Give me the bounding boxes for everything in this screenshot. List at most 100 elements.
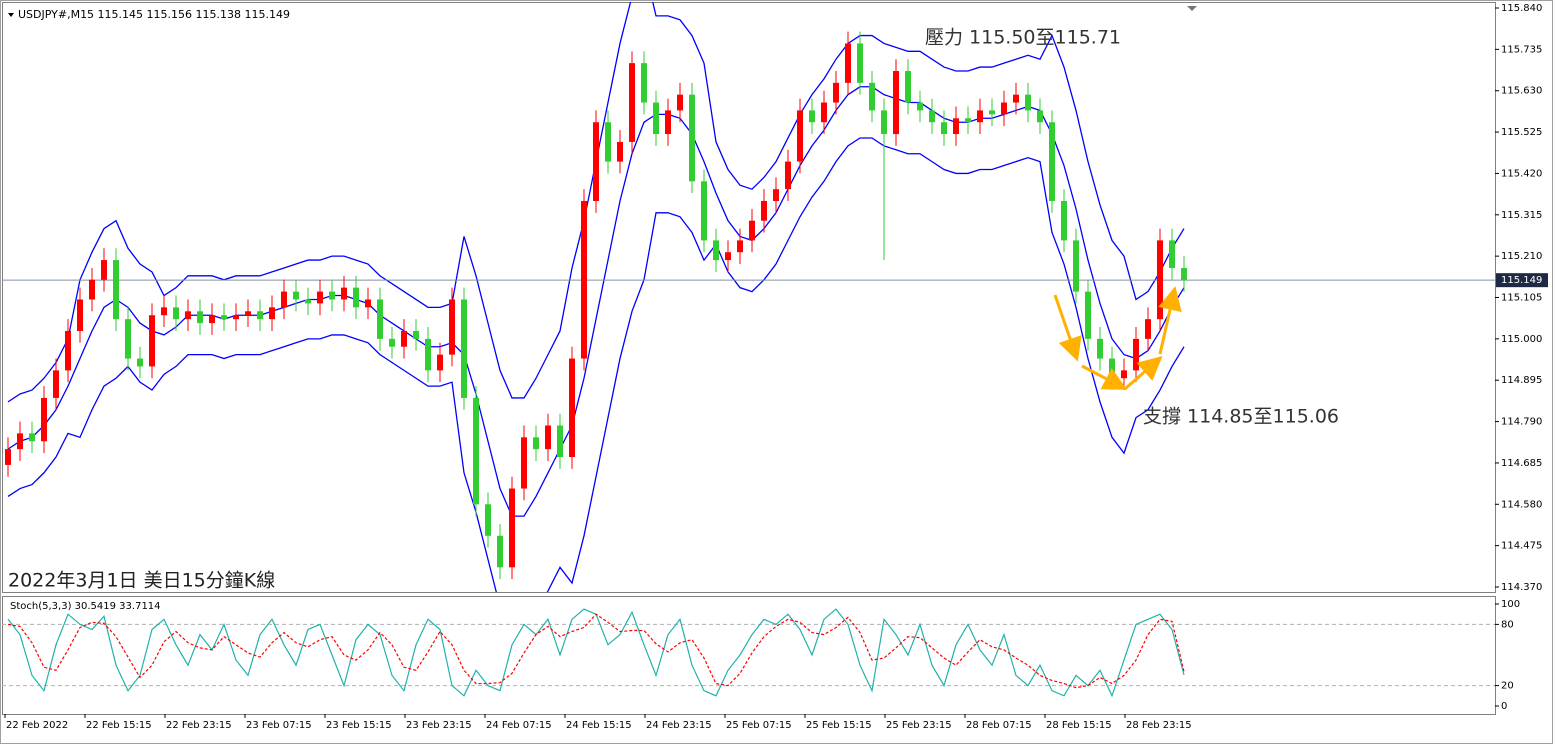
candle-body xyxy=(581,201,587,359)
candle-body xyxy=(137,358,143,367)
x-tick-label: 28 Feb 07:15 xyxy=(966,720,1032,731)
stoch-panel xyxy=(2,596,1496,715)
candle-body xyxy=(629,63,635,142)
x-tick-label: 24 Feb 15:15 xyxy=(566,720,632,731)
candle-body xyxy=(605,122,611,162)
candle-body xyxy=(845,43,851,83)
candle-body xyxy=(1061,201,1067,241)
candle-body xyxy=(173,307,179,320)
x-tick-label: 23 Feb 23:15 xyxy=(406,720,472,731)
candle-body xyxy=(725,252,731,261)
header: USDJPY#,M15 115.145 115.156 115.138 115.… xyxy=(18,8,290,21)
y-tick-label: 114.475 xyxy=(1501,541,1542,552)
candle-body xyxy=(1001,102,1007,115)
candle-body xyxy=(869,82,875,111)
candle-body xyxy=(245,311,251,316)
candle-body xyxy=(1121,370,1127,379)
y-tick-label: 115.735 xyxy=(1501,44,1542,55)
x-tick-label: 22 Feb 23:15 xyxy=(166,720,232,731)
candle-body xyxy=(65,330,71,371)
candle-body xyxy=(521,437,527,489)
arrow xyxy=(1081,364,1128,390)
candle-body xyxy=(329,291,335,300)
candle-body xyxy=(305,299,311,304)
candle-body xyxy=(77,299,83,331)
candle-body xyxy=(785,161,791,190)
x-tick-label: 25 Feb 15:15 xyxy=(806,720,872,731)
y-tick-label: 114.580 xyxy=(1501,499,1542,510)
candle-body xyxy=(1073,240,1079,292)
candle-body xyxy=(389,338,395,347)
x-tick-label: 24 Feb 23:15 xyxy=(646,720,712,731)
candle-body xyxy=(209,315,215,324)
candle-body xyxy=(221,315,227,320)
stoch-header: Stoch(5,3,3) 30.5419 33.7114 xyxy=(10,601,161,612)
y-tick-label: 80 xyxy=(1501,619,1514,630)
candle-body xyxy=(377,299,383,339)
candle-body xyxy=(677,94,683,111)
candle-body xyxy=(953,118,959,135)
candle-body xyxy=(293,291,299,300)
candle-body xyxy=(881,110,887,135)
arrow xyxy=(1125,356,1163,390)
candle-body xyxy=(857,43,863,83)
candle-body xyxy=(569,358,575,458)
candle-body xyxy=(809,110,815,123)
candle-body xyxy=(1013,94,1019,103)
candle-body xyxy=(557,425,563,458)
candle-body xyxy=(617,141,623,162)
candle-body xyxy=(125,319,131,359)
candle-body xyxy=(185,311,191,320)
candle-body xyxy=(413,330,419,339)
candle-body xyxy=(761,201,767,221)
candle-body xyxy=(113,260,119,320)
y-tick-label: 0 xyxy=(1501,701,1507,712)
menu-arrow xyxy=(8,13,14,17)
candle-body xyxy=(1169,240,1175,268)
candle-body xyxy=(149,315,155,367)
candle-body xyxy=(1133,338,1139,371)
candle-body xyxy=(1181,267,1187,281)
candle-body xyxy=(821,102,827,123)
candle-body xyxy=(101,260,107,280)
candle-body xyxy=(893,71,899,135)
candle-body xyxy=(281,291,287,308)
candle-body xyxy=(41,397,47,442)
annotation: 2022年3月1日 美日15分鐘K線 xyxy=(8,570,275,592)
band-middle xyxy=(7,86,1185,517)
candle-body xyxy=(401,330,407,347)
candle-body xyxy=(257,311,263,320)
x-tick-label: 28 Feb 15:15 xyxy=(1046,720,1112,731)
y-tick-label: 115.315 xyxy=(1501,210,1542,221)
y-tick-label: 115.105 xyxy=(1501,293,1542,304)
candle-body xyxy=(53,370,59,398)
candle-body xyxy=(905,71,911,103)
candle-body xyxy=(533,437,539,450)
candle-body xyxy=(977,110,983,123)
y-tick-label: 114.895 xyxy=(1501,375,1542,386)
annotation: 支撐 114.85至115.06 xyxy=(1143,406,1339,428)
y-tick-label: 115.420 xyxy=(1501,168,1542,179)
arrow xyxy=(1053,294,1082,362)
trend-arrows xyxy=(1053,286,1182,390)
candle-body xyxy=(965,118,971,123)
y-tick-label: 100 xyxy=(1501,599,1520,610)
candle-body xyxy=(773,189,779,201)
candle-body xyxy=(665,110,671,135)
candle-body xyxy=(449,299,455,355)
stoch-line xyxy=(7,613,1185,689)
arrow xyxy=(1158,286,1182,355)
candle-body xyxy=(269,307,275,320)
candle-body xyxy=(5,449,11,465)
x-tick-label: 22 Feb 15:15 xyxy=(86,720,152,731)
candle-body xyxy=(545,425,551,450)
candle-body xyxy=(737,240,743,253)
price-label-box xyxy=(1496,273,1548,288)
candle-body xyxy=(833,82,839,103)
y-tick-label: 20 xyxy=(1501,681,1514,692)
candle-body xyxy=(1085,291,1091,339)
candle-body xyxy=(689,94,695,182)
x-tick-label: 22 Feb 2022 xyxy=(6,720,68,731)
candle-body xyxy=(653,102,659,135)
